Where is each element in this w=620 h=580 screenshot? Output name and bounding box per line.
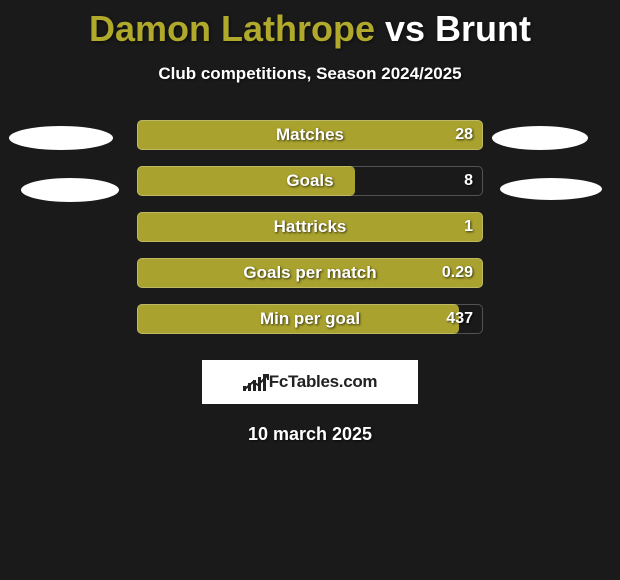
stat-bar-track: Min per goal 437 [137,304,483,334]
logo-arrow-icon [243,373,271,391]
stat-bar-track: Matches 28 [137,120,483,150]
stat-value: 1 [464,218,473,236]
stat-label: Matches [276,125,344,145]
left-photo-placeholder [9,126,113,150]
stat-bar-track: Hattricks 1 [137,212,483,242]
stat-bar-track: Goals 8 [137,166,483,196]
subtitle: Club competitions, Season 2024/2025 [0,64,620,84]
stat-label: Goals [286,171,333,191]
logo-chart-icon [243,373,266,391]
right-photo-placeholder [500,178,602,200]
stat-value: 437 [446,310,473,328]
stat-label: Hattricks [274,217,347,237]
page-title: Damon Lathrope vs Brunt [0,0,620,50]
title-player2: Brunt [435,8,531,49]
logo-box: FcTables.com [202,360,418,404]
stat-row: Min per goal 437 [0,296,620,342]
right-photo-placeholder [492,126,588,150]
title-vs: vs [385,8,425,49]
title-player1: Damon Lathrope [89,8,375,49]
left-photo-placeholder [21,178,119,202]
stat-row: Goals per match 0.29 [0,250,620,296]
stat-value: 28 [455,126,473,144]
logo-text: FcTables.com [269,372,378,392]
stat-row: Hattricks 1 [0,204,620,250]
stat-value: 0.29 [442,264,473,282]
date-text: 10 march 2025 [0,424,620,445]
stat-label: Goals per match [243,263,376,283]
stat-bar-track: Goals per match 0.29 [137,258,483,288]
stat-label: Min per goal [260,309,360,329]
stat-value: 8 [464,172,473,190]
